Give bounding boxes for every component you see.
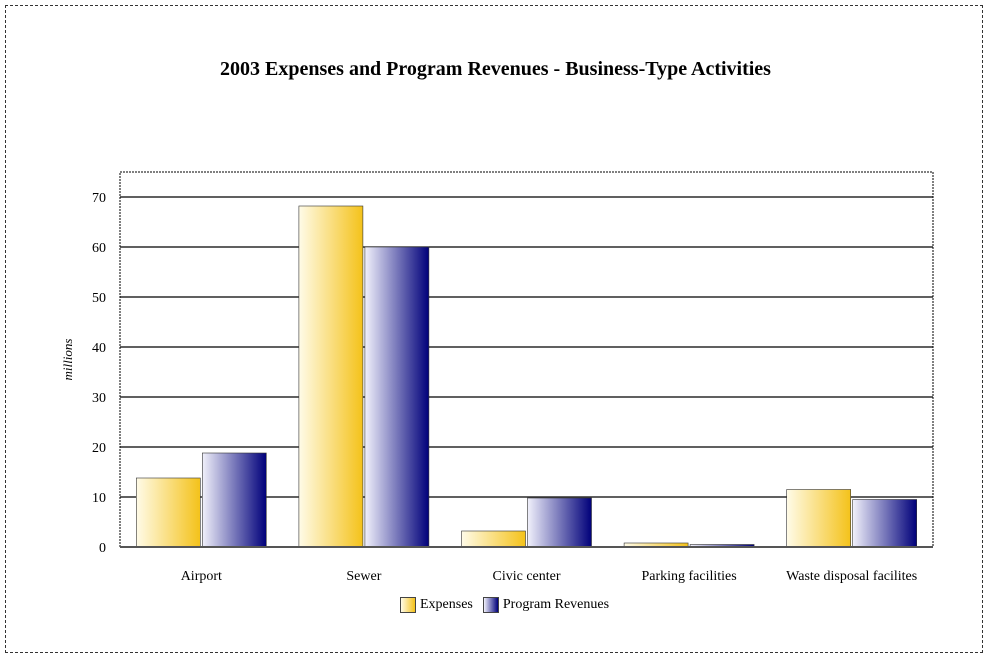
- y-tick-label: 50: [92, 291, 106, 306]
- bar-expenses: [298, 205, 364, 548]
- y-tick-label: 20: [92, 441, 106, 456]
- legend: Expenses Program Revenues: [400, 597, 609, 613]
- legend-swatch-expenses: [400, 597, 416, 613]
- y-tick-label: 10: [92, 491, 106, 506]
- y-tick-label: 70: [92, 191, 106, 206]
- legend-swatch-program-revenues: [482, 597, 499, 613]
- x-tick-label: Airport: [181, 569, 222, 584]
- bar-expenses: [461, 530, 526, 548]
- y-tick-label: 0: [99, 541, 106, 556]
- x-tick-label: Civic center: [492, 569, 560, 584]
- y-tick-label: 30: [92, 391, 106, 406]
- bar-program-revenues: [364, 246, 430, 548]
- chart-title: 2003 Expenses and Program Revenues - Bus…: [220, 58, 771, 80]
- bar-program-revenues: [852, 499, 918, 548]
- bar-expenses: [786, 489, 852, 548]
- y-tick-label: 40: [92, 341, 106, 356]
- bar-program-revenues: [527, 497, 592, 548]
- bar-expenses: [136, 477, 201, 548]
- chart-frame: [5, 5, 983, 653]
- y-tick-label: 60: [92, 241, 106, 256]
- legend-label-expenses: Expenses: [420, 597, 473, 612]
- plot-area: 0 10 20 30 40 50 60 70 millions Airport Sewer Civic…: [60, 171, 934, 584]
- bar-program-revenues: [202, 452, 267, 548]
- x-tick-label: Parking facilities: [641, 569, 736, 584]
- x-tick-label: Waste disposal facilites: [786, 569, 917, 584]
- y-axis-label: millions: [60, 339, 75, 381]
- legend-label-program-revenues: Program Revenues: [502, 597, 610, 612]
- x-tick-label: Sewer: [346, 569, 381, 584]
